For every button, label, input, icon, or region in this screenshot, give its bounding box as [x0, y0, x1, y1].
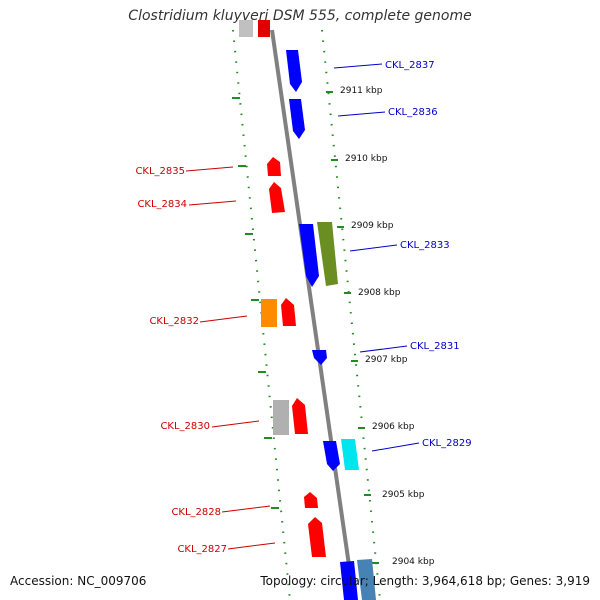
gene-label-CKL_2831[interactable]: CKL_2831: [410, 341, 460, 352]
gene-CKL_2835[interactable]: [267, 157, 281, 176]
gene-gray[interactable]: [273, 400, 289, 435]
map-title: Clostridium kluyveri DSM 555, complete g…: [128, 8, 472, 24]
kbp-label: 2905 kbp: [382, 490, 425, 500]
kbp-label: 2904 kbp: [392, 557, 435, 567]
accession-text: Accession: NC_009706: [10, 574, 147, 588]
gene-partial-red[interactable]: [258, 20, 270, 37]
gene-CKL_2834[interactable]: [269, 182, 285, 213]
gene-label-CKL_2835[interactable]: CKL_2835: [135, 166, 185, 177]
gene-cyan[interactable]: [341, 439, 359, 470]
gene-CKL_2831[interactable]: [312, 350, 327, 365]
gene-CKL_2833[interactable]: [299, 224, 319, 287]
gene-label-CKL_2834[interactable]: CKL_2834: [137, 199, 187, 210]
gene-bottom-steelblue[interactable]: [357, 559, 376, 600]
gene-CKL_2829-blue[interactable]: [323, 441, 340, 471]
kbp-label: 2908 kbp: [358, 288, 401, 298]
gene-label-CKL_2836[interactable]: CKL_2836: [388, 107, 438, 118]
gene-label-CKL_2828[interactable]: CKL_2828: [171, 507, 221, 518]
left-scale-dots: [232, 29, 291, 600]
kbp-label: 2911 kbp: [340, 86, 383, 96]
genome-backbone: [270, 29, 356, 600]
gene-CKL_2827[interactable]: [308, 517, 326, 557]
gene-orange[interactable]: [261, 299, 277, 327]
gene-CKL_2836[interactable]: [289, 99, 305, 139]
gene-CKL_2832[interactable]: [281, 298, 296, 326]
gene-label-CKL_2832[interactable]: CKL_2832: [149, 316, 199, 327]
gene-label-CKL_2827[interactable]: CKL_2827: [177, 544, 227, 555]
gene-CKL_2837[interactable]: [286, 50, 302, 92]
gene-label-CKL_2830[interactable]: CKL_2830: [160, 421, 210, 432]
kbp-label: 2909 kbp: [351, 221, 394, 231]
gene-label-CKL_2829[interactable]: CKL_2829: [422, 438, 472, 449]
kbp-label: 2906 kbp: [372, 422, 415, 432]
gene-bottom-blue[interactable]: [340, 561, 358, 600]
right-scale-dots: [321, 29, 381, 600]
gene-label-CKL_2837[interactable]: CKL_2837: [385, 60, 435, 71]
gene-partial-gray[interactable]: [239, 20, 253, 37]
gene-CKL_2830[interactable]: [292, 398, 308, 434]
left-tick-marks: [232, 97, 279, 509]
gene-olive[interactable]: [317, 222, 338, 286]
gene-CKL_2828[interactable]: [304, 492, 318, 508]
right-tick-marks: [326, 91, 379, 564]
kbp-label: 2910 kbp: [345, 154, 388, 164]
topology-text: Topology: circular; Length: 3,964,618 bp…: [260, 574, 590, 588]
kbp-label: 2907 kbp: [365, 355, 408, 365]
gene-label-CKL_2833[interactable]: CKL_2833: [400, 240, 450, 251]
